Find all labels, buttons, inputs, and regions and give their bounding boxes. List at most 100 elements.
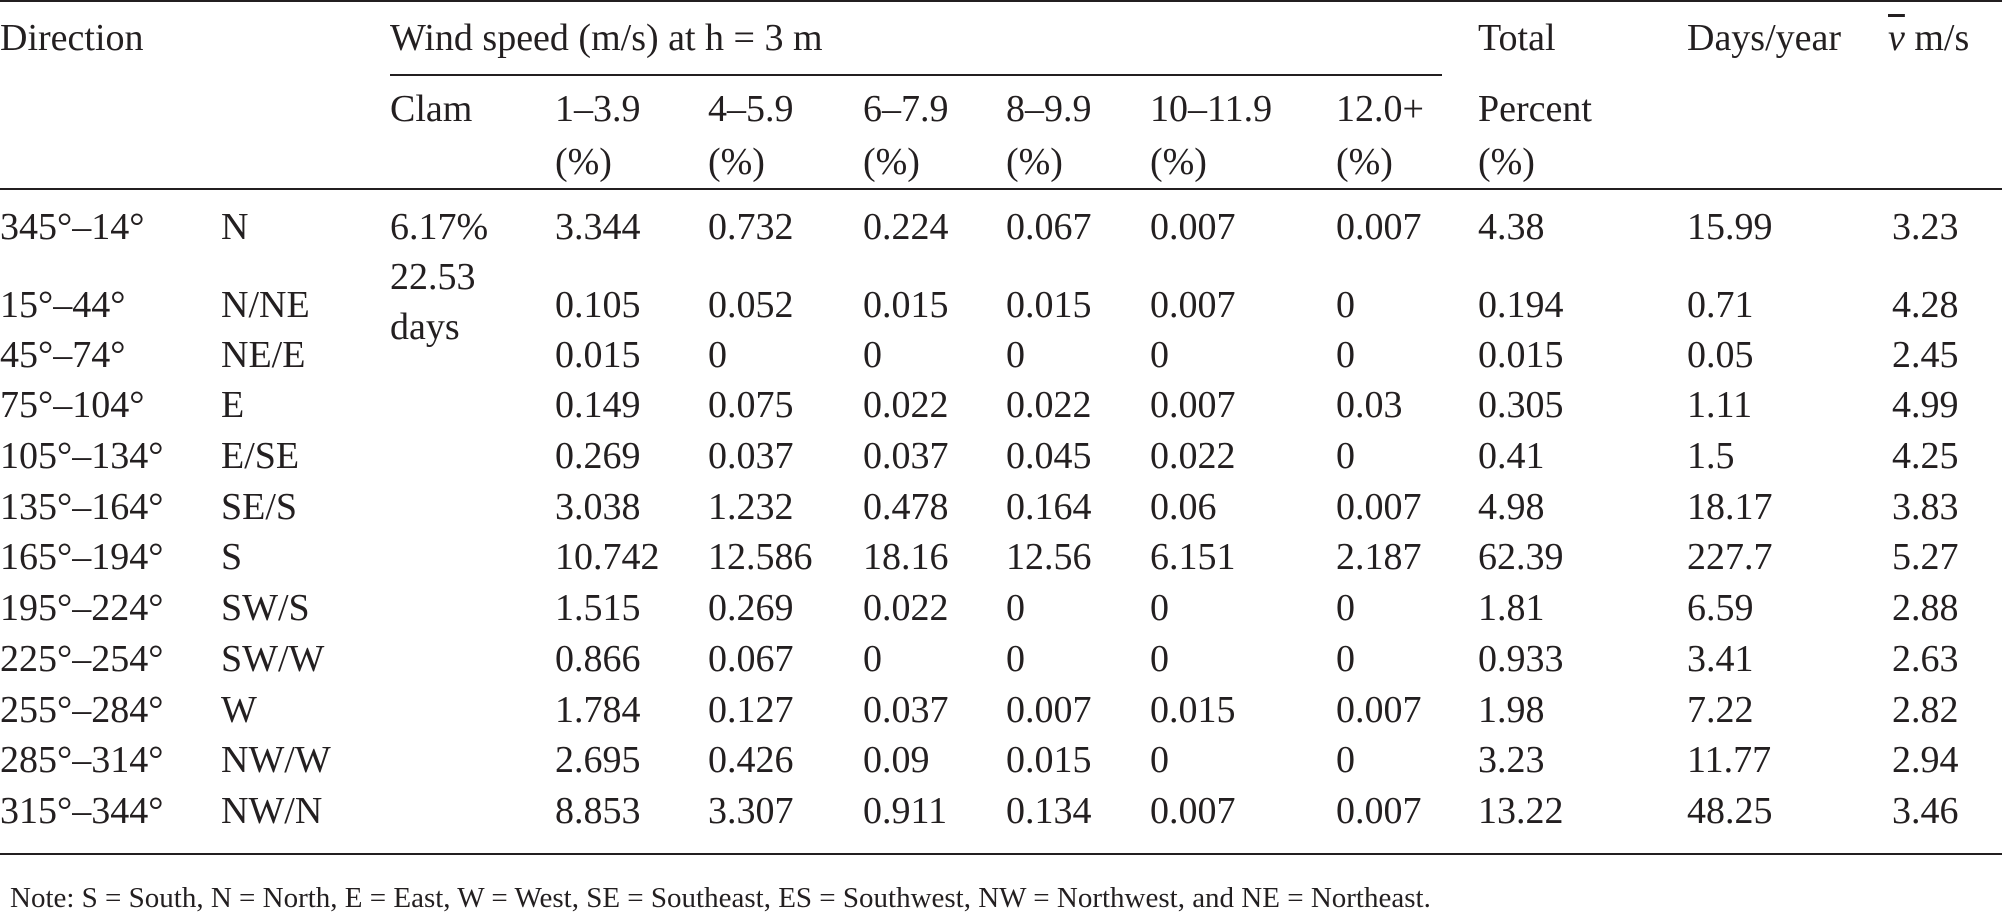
cell-direction-range: 135°–164° xyxy=(0,486,164,528)
cell-speed-8-9-9: 0.164 xyxy=(1006,486,1092,528)
cell-speed-1-3-9: 1.784 xyxy=(555,689,641,731)
cell-direction-name: W xyxy=(221,689,257,731)
cell-speed-12-plus: 0 xyxy=(1336,435,1355,477)
mean-speed-symbol: v xyxy=(1888,17,1905,59)
cell-speed-12-plus: 0.007 xyxy=(1336,790,1422,832)
cell-speed-10-11-9: 0.015 xyxy=(1150,689,1236,731)
cell-speed-8-9-9: 0 xyxy=(1006,334,1025,376)
cell-speed-6-7-9: 0.037 xyxy=(863,689,949,731)
cell-mean-speed: 2.63 xyxy=(1892,638,1959,680)
cell-total-percent: 4.98 xyxy=(1478,486,1545,528)
cell-direction-range: 75°–104° xyxy=(0,384,145,426)
cell-speed-12-plus: 0.007 xyxy=(1336,206,1422,248)
header-direction: Direction xyxy=(0,17,144,59)
cell-mean-speed: 4.25 xyxy=(1892,435,1959,477)
cell-days-per-year: 15.99 xyxy=(1687,206,1773,248)
subheader-speed-3: 6–7.9 xyxy=(863,88,949,130)
subheader-speed-6: 12.0+ xyxy=(1336,88,1424,130)
cell-total-percent: 0.015 xyxy=(1478,334,1564,376)
cell-speed-8-9-9: 0.067 xyxy=(1006,206,1092,248)
cell-speed-8-9-9: 0 xyxy=(1006,587,1025,629)
cell-speed-4-5-9: 0.037 xyxy=(708,435,794,477)
subheader-speed-4: 8–9.9 xyxy=(1006,88,1092,130)
cell-speed-6-7-9: 0.224 xyxy=(863,206,949,248)
cell-direction-name: SE/S xyxy=(221,486,298,528)
cell-speed-10-11-9: 0 xyxy=(1150,587,1169,629)
mean-speed-unit: m/s xyxy=(1904,17,1970,59)
cell-speed-4-5-9: 0.732 xyxy=(708,206,794,248)
cell-mean-speed: 2.82 xyxy=(1892,689,1959,731)
cell-speed-6-7-9: 0 xyxy=(863,334,882,376)
cell-direction-range: 345°–14° xyxy=(0,206,145,248)
cell-direction-name: S xyxy=(221,536,243,578)
cell-speed-12-plus: 0 xyxy=(1336,638,1355,680)
table-note: Note: S = South, N = North, E = East, W … xyxy=(10,882,1431,914)
cell-speed-6-7-9: 0.022 xyxy=(863,384,949,426)
cell-total-percent: 62.39 xyxy=(1478,536,1564,578)
cell-speed-4-5-9: 0.127 xyxy=(708,689,794,731)
cell-direction-range: 225°–254° xyxy=(0,638,164,680)
cell-direction-name: N/NE xyxy=(221,284,310,326)
cell-mean-speed: 3.83 xyxy=(1892,486,1959,528)
cell-direction-range: 15°–44° xyxy=(0,284,126,326)
cell-direction-range: 255°–284° xyxy=(0,689,164,731)
cell-speed-8-9-9: 0.022 xyxy=(1006,384,1092,426)
cell-days-per-year: 3.41 xyxy=(1687,638,1754,680)
cell-total-percent: 13.22 xyxy=(1478,790,1564,832)
cell-direction-range: 195°–224° xyxy=(0,587,164,629)
subheader-speed-2: 4–5.9 xyxy=(708,88,794,130)
cell-speed-10-11-9: 0 xyxy=(1150,638,1169,680)
cell-speed-1-3-9: 8.853 xyxy=(555,790,641,832)
cell-speed-8-9-9: 12.56 xyxy=(1006,536,1092,578)
cell-speed-12-plus: 0 xyxy=(1336,284,1355,326)
cell-speed-8-9-9: 0.015 xyxy=(1006,739,1092,781)
cell-direction-range: 315°–344° xyxy=(0,790,164,832)
calm-days-unit: days xyxy=(390,306,460,348)
cell-speed-12-plus: 0 xyxy=(1336,587,1355,629)
cell-days-per-year: 18.17 xyxy=(1687,486,1773,528)
cell-speed-6-7-9: 0.09 xyxy=(863,739,930,781)
table-bottom-rule xyxy=(0,853,2002,855)
header-mean-speed: v m/s xyxy=(1888,13,1969,63)
cell-speed-6-7-9: 0.015 xyxy=(863,284,949,326)
cell-speed-10-11-9: 0 xyxy=(1150,739,1169,781)
header-total-line2: Percent xyxy=(1478,88,1592,130)
cell-direction-range: 285°–314° xyxy=(0,739,164,781)
subheader-calm: Clam xyxy=(390,88,473,130)
cell-speed-10-11-9: 6.151 xyxy=(1150,536,1236,578)
cell-direction-name: NW/W xyxy=(221,739,331,781)
cell-direction-range: 105°–134° xyxy=(0,435,164,477)
subheader-speed-5: 10–11.9 xyxy=(1150,88,1273,130)
cell-speed-1-3-9: 0.149 xyxy=(555,384,641,426)
cell-total-percent: 0.933 xyxy=(1478,638,1564,680)
cell-days-per-year: 7.22 xyxy=(1687,689,1754,731)
cell-speed-1-3-9: 3.038 xyxy=(555,486,641,528)
cell-mean-speed: 2.94 xyxy=(1892,739,1959,781)
cell-speed-10-11-9: 0.06 xyxy=(1150,486,1217,528)
cell-speed-12-plus: 0.03 xyxy=(1336,384,1403,426)
wind-data-table: Direction Wind speed (m/s) at h = 3 m To… xyxy=(0,0,2002,855)
cell-speed-10-11-9: 0.007 xyxy=(1150,206,1236,248)
cell-speed-6-7-9: 0 xyxy=(863,638,882,680)
cell-speed-4-5-9: 0.075 xyxy=(708,384,794,426)
subheader-speed-2-unit: (%) xyxy=(708,141,765,183)
cell-speed-12-plus: 0 xyxy=(1336,739,1355,781)
cell-speed-4-5-9: 0.052 xyxy=(708,284,794,326)
cell-days-per-year: 11.77 xyxy=(1687,739,1772,781)
cell-speed-12-plus: 0 xyxy=(1336,334,1355,376)
cell-days-per-year: 0.05 xyxy=(1687,334,1754,376)
cell-speed-10-11-9: 0 xyxy=(1150,334,1169,376)
subheader-speed-4-unit: (%) xyxy=(1006,141,1063,183)
cell-speed-6-7-9: 0.022 xyxy=(863,587,949,629)
cell-speed-8-9-9: 0.134 xyxy=(1006,790,1092,832)
cell-speed-4-5-9: 0.426 xyxy=(708,739,794,781)
cell-speed-10-11-9: 0.007 xyxy=(1150,284,1236,326)
cell-speed-4-5-9: 0.269 xyxy=(708,587,794,629)
cell-mean-speed: 3.23 xyxy=(1892,206,1959,248)
cell-total-percent: 3.23 xyxy=(1478,739,1545,781)
subheader-speed-1: 1–3.9 xyxy=(555,88,641,130)
cell-speed-1-3-9: 0.866 xyxy=(555,638,641,680)
cell-mean-speed: 4.99 xyxy=(1892,384,1959,426)
cell-speed-6-7-9: 18.16 xyxy=(863,536,949,578)
cell-direction-range: 45°–74° xyxy=(0,334,126,376)
